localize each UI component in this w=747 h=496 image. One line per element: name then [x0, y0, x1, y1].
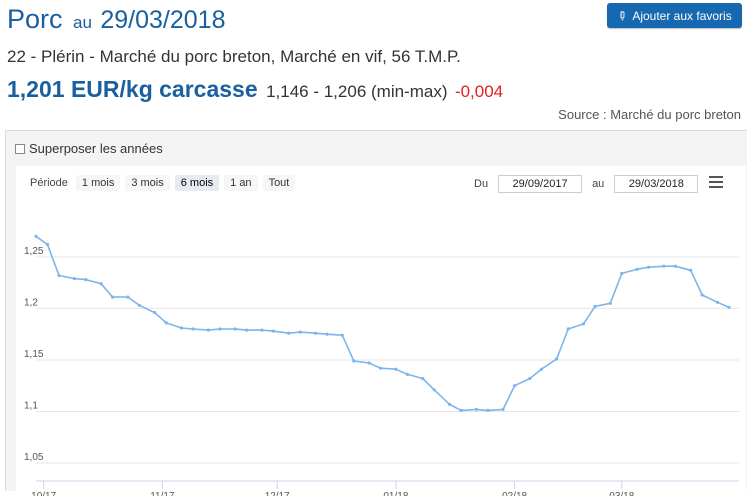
price-point — [287, 331, 291, 335]
price-series-line — [35, 235, 730, 412]
overlay-years-toggle[interactable]: Superposer les années — [15, 141, 163, 156]
price-point — [715, 300, 720, 304]
price-point — [421, 376, 425, 381]
price-change: -0,004 — [454, 82, 504, 101]
price-range: 1,146 - 1,206 (min-max) — [266, 82, 448, 101]
price-point — [367, 361, 371, 365]
price-point — [635, 267, 639, 271]
price-point — [662, 264, 666, 268]
y-tick-label: 1,25 — [24, 246, 44, 257]
price-point — [325, 332, 329, 336]
price-point — [191, 327, 195, 331]
overlay-years-label: Superposer les années — [29, 141, 163, 156]
price-point — [99, 282, 103, 286]
price-point — [539, 367, 544, 371]
price-point — [474, 407, 478, 411]
price-point — [727, 305, 731, 309]
x-tick-label: 01/18 — [383, 491, 408, 496]
add-to-favorites-label: Ajouter aux favoris — [632, 8, 732, 23]
price-point — [298, 330, 302, 334]
price-point — [245, 328, 249, 332]
x-tick-label: 12/17 — [265, 491, 290, 496]
price-point — [84, 278, 88, 282]
range-button-1-year[interactable]: 1 an — [224, 175, 258, 191]
price-point — [432, 388, 436, 392]
source-note: Source : Marché du porc breton — [558, 107, 741, 122]
price-point — [689, 268, 693, 272]
price-point — [260, 328, 264, 332]
chart-area: Période 1 mois 3 mois 6 mois 1 an Tout D… — [16, 166, 746, 496]
price-point — [126, 295, 130, 299]
current-price: 1,201 EUR/kg carcasse — [7, 76, 258, 102]
price-point — [486, 408, 490, 412]
price-point — [447, 402, 452, 406]
price-point — [340, 333, 344, 337]
from-date-input[interactable]: 29/09/2017 — [498, 175, 583, 193]
price-point — [111, 295, 115, 299]
range-button-6-months[interactable]: 6 mois — [174, 175, 220, 191]
page-title: Porc au 29/03/2018 — [7, 4, 225, 35]
price-point — [233, 327, 237, 331]
price-point — [379, 366, 383, 370]
y-tick-label: 1,15 — [24, 349, 44, 360]
price-point — [528, 376, 532, 381]
price-point — [501, 407, 505, 411]
price-point — [206, 328, 210, 332]
price-point — [179, 326, 184, 330]
range-button-all[interactable]: Tout — [262, 175, 296, 191]
to-date-label: au — [592, 178, 605, 190]
x-tick-label: 02/18 — [502, 491, 527, 496]
price-point — [647, 265, 651, 269]
date-prefix: au — [72, 13, 92, 32]
price-point — [218, 327, 222, 331]
price-point — [153, 311, 157, 315]
period-selector: Période 1 mois 3 mois 6 mois 1 an Tout — [30, 175, 300, 191]
price-point — [405, 372, 409, 376]
overlay-years-checkbox[interactable] — [15, 143, 25, 154]
price-point — [34, 234, 38, 238]
price-point — [566, 327, 570, 331]
chart-panel: Superposer les années Période 1 mois 3 m… — [5, 130, 747, 496]
pin-icon: ✎ — [613, 6, 631, 25]
price-point — [513, 384, 517, 388]
x-tick-label: 11/17 — [150, 491, 175, 496]
price-row: 1,201 EUR/kg carcasse 1,146 - 1,206 (min… — [7, 76, 503, 103]
price-point — [137, 303, 141, 307]
price-point — [394, 367, 398, 371]
price-point — [352, 359, 356, 363]
price-point — [164, 321, 168, 325]
range-button-3-months[interactable]: 3 mois — [125, 175, 170, 191]
range-button-1-month[interactable]: 1 mois — [75, 175, 121, 191]
y-tick-label: 1,05 — [24, 452, 44, 463]
date-range-controls: Du 29/09/2017 au 29/03/2018 — [474, 175, 699, 193]
price-point — [271, 329, 275, 333]
price-point — [555, 357, 559, 361]
price-point — [45, 242, 50, 247]
price-point — [313, 331, 318, 335]
y-tick-label: 1,2 — [24, 297, 38, 308]
price-point — [608, 301, 612, 305]
price-point — [459, 408, 463, 412]
quote-date: 29/03/2018 — [100, 6, 226, 34]
price-point — [700, 293, 704, 297]
to-date-input[interactable]: 29/03/2018 — [614, 175, 699, 193]
price-point — [620, 271, 624, 275]
market-description: 22 - Plérin - Marché du porc breton, Mar… — [7, 47, 461, 66]
price-point — [72, 277, 76, 281]
x-tick-label: 03/18 — [609, 491, 634, 496]
price-point — [581, 322, 586, 326]
add-to-favorites-button[interactable]: ✎ Ajouter aux favoris — [607, 3, 742, 28]
from-date-label: Du — [474, 178, 489, 190]
period-label: Période — [30, 177, 68, 189]
price-point — [593, 304, 597, 308]
x-tick-label: 10/17 — [31, 491, 56, 496]
price-point — [57, 273, 61, 278]
price-point — [673, 264, 678, 268]
hamburger-menu-icon[interactable] — [709, 176, 723, 188]
price-line-chart: 1,05 1,1 1,15 1,2 1,25 10/17 11/17 12/17 01/18 02… — [24, 234, 739, 496]
product-name: Porc — [7, 4, 63, 34]
y-tick-label: 1,1 — [24, 400, 38, 411]
